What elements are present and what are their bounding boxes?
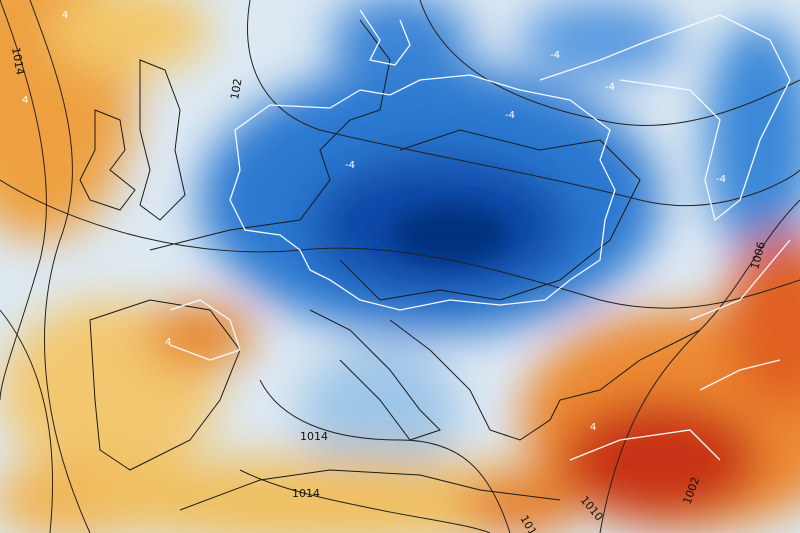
border <box>339 129 641 301</box>
isobar-label: 102 <box>228 78 244 101</box>
coastline <box>89 299 241 471</box>
temperature-contour <box>359 9 411 66</box>
temperature-label: -4 <box>605 82 615 93</box>
temperature-contour <box>169 299 241 361</box>
coastline <box>389 319 701 441</box>
coastline <box>139 59 186 221</box>
isobar <box>0 0 47 401</box>
cold-core <box>390 205 510 265</box>
temperature-label: 4 <box>62 10 68 21</box>
isobar <box>239 469 491 533</box>
coastline <box>309 309 441 441</box>
isobar <box>419 0 800 126</box>
coastline <box>149 19 391 251</box>
temperature-label: -4 <box>505 110 515 121</box>
isobar-label: 1014 <box>292 487 320 500</box>
isobar <box>0 179 800 309</box>
isobar <box>29 0 91 533</box>
temperature-label: 4 <box>165 337 171 348</box>
temperature-contour <box>229 74 616 311</box>
temperature-contours <box>169 9 791 461</box>
temperature-label: -4 <box>345 160 355 171</box>
temperature-label: -4 <box>716 174 726 185</box>
isobar-label: 1014 <box>9 46 27 76</box>
isobar <box>247 0 800 206</box>
temperature-label: 4 <box>590 422 596 433</box>
temperature-label: 4 <box>22 95 28 106</box>
isobar <box>259 379 511 533</box>
coastline <box>179 469 561 511</box>
temperature-label: -4 <box>550 50 560 61</box>
temperature-contour <box>539 14 791 222</box>
coastline <box>79 109 136 211</box>
isobar <box>599 199 800 533</box>
coastlines <box>79 19 701 511</box>
temperature-contour <box>569 239 791 461</box>
isobar <box>0 309 54 533</box>
isobar-label: 1014 <box>300 430 328 443</box>
temperature-labels: -4 -4 -4 -4 4 4 4 4 -4 <box>22 10 726 433</box>
